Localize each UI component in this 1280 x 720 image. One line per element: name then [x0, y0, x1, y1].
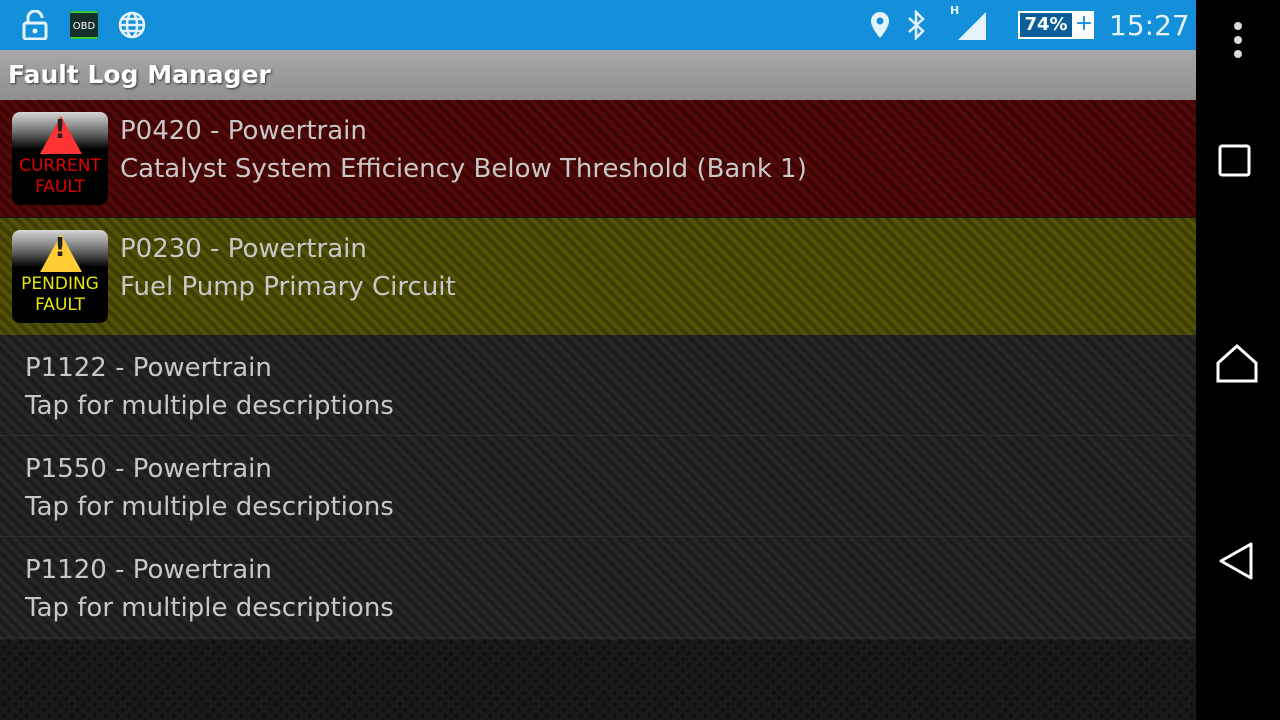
fault-row-pending[interactable]: ! PENDING FAULT P0230 - Powertrain Fuel P…	[0, 218, 1196, 335]
app: OBD H 74% + 15:27 Fault Log Manager ! CU…	[0, 0, 1196, 720]
fault-description: Tap for multiple descriptions	[25, 593, 394, 623]
battery-icon: 74%	[1018, 11, 1074, 39]
fault-description: Catalyst System Efficiency Below Thresho…	[120, 154, 807, 184]
fault-code: P0230 - Powertrain	[120, 234, 367, 264]
lock-open-icon	[22, 10, 48, 40]
list-item[interactable]: P1550 - Powertrain Tap for multiple descr…	[0, 436, 1196, 537]
recents-icon[interactable]	[1218, 144, 1252, 178]
fault-description: Fuel Pump Primary Circuit	[120, 272, 456, 302]
location-icon	[871, 12, 889, 38]
home-icon[interactable]	[1216, 343, 1258, 385]
title-bar: Fault Log Manager	[0, 50, 1196, 100]
list-item[interactable]: P1122 - Powertrain Tap for multiple descr…	[0, 335, 1196, 436]
network-type: H	[950, 4, 960, 17]
globe-icon	[118, 11, 146, 39]
fault-code: P1120 - Powertrain	[25, 555, 272, 585]
pending-fault-badge: ! PENDING FAULT	[12, 230, 108, 323]
back-icon[interactable]	[1218, 542, 1254, 580]
obd-icon: OBD	[70, 11, 98, 39]
fault-description: Tap for multiple descriptions	[25, 391, 394, 421]
fault-code: P1550 - Powertrain	[25, 454, 272, 484]
fault-description: Tap for multiple descriptions	[25, 492, 394, 522]
status-bar: OBD H 74% + 15:27	[0, 0, 1196, 50]
current-fault-badge: ! CURRENT FAULT	[12, 112, 108, 205]
overflow-menu-icon[interactable]	[1228, 20, 1248, 60]
fault-row-current[interactable]: ! CURRENT FAULT P0420 - Powertrain Cataly…	[0, 100, 1196, 217]
charging-indicator: +	[1074, 11, 1094, 39]
fault-code: P0420 - Powertrain	[120, 116, 367, 146]
bluetooth-icon	[908, 10, 925, 40]
clock: 15:27	[1109, 9, 1190, 42]
navigation-bar	[1196, 0, 1280, 720]
fault-code: P1122 - Powertrain	[25, 353, 272, 383]
list-item[interactable]: P1120 - Powertrain Tap for multiple descr…	[0, 537, 1196, 638]
battery-level: 74%	[1024, 14, 1068, 35]
fault-list: P1122 - Powertrain Tap for multiple descr…	[0, 335, 1196, 640]
app-title: Fault Log Manager	[8, 60, 271, 89]
signal-icon	[958, 12, 986, 40]
